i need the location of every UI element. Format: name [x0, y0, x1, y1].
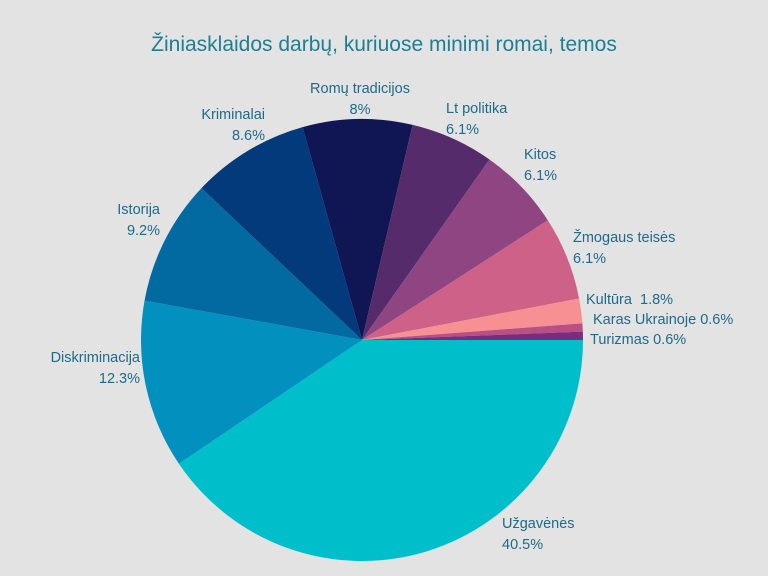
slice-label-kriminalai: Kriminalai 8.6%	[201, 107, 265, 144]
pie-slice-užgavėnės	[178, 340, 584, 561]
pie-slice-turizmas	[362, 331, 583, 340]
pie-slice-žmogaus-teisės	[362, 220, 580, 340]
pie-slice-kitos	[362, 159, 548, 340]
pie-slice-karas-ukrainoje	[362, 323, 583, 340]
slice-label-romu-tradicijos: Romų tradicijos 8%	[310, 81, 410, 118]
slice-label-turizmas: Turizmas 0.6%	[590, 332, 687, 348]
slice-label-uzgavenes: Užgavėnės 40.5%	[502, 516, 575, 553]
slice-label-diskriminacija: Diskriminacija 12.3%	[50, 350, 140, 387]
slice-label-kultura: Kultūra 1.8%	[586, 292, 674, 308]
pie-slice-romų-tradicijos	[302, 119, 413, 340]
chart-title: Žiniasklaidos darbų, kuriuose minimi rom…	[151, 33, 617, 56]
slice-label-istorija: Istorija 9.2%	[117, 202, 160, 239]
slice-label-zmogaus-teises: Žmogaus teisės 6.1%	[573, 230, 676, 267]
pie-slice-istorija	[144, 188, 362, 340]
pie-slice-diskriminacija	[141, 300, 362, 464]
pie-slice-lt-politika	[362, 124, 490, 340]
slice-label-lt-politika: Lt politika 6.1%	[446, 101, 508, 138]
slice-label-karas-ukrainoje: Karas Ukrainoje 0.6%	[593, 312, 734, 328]
pie-slice-kriminalai	[201, 127, 362, 340]
pie-slice-kultūra	[362, 298, 583, 340]
slice-label-kitos: Kitos 6.1%	[524, 147, 558, 184]
